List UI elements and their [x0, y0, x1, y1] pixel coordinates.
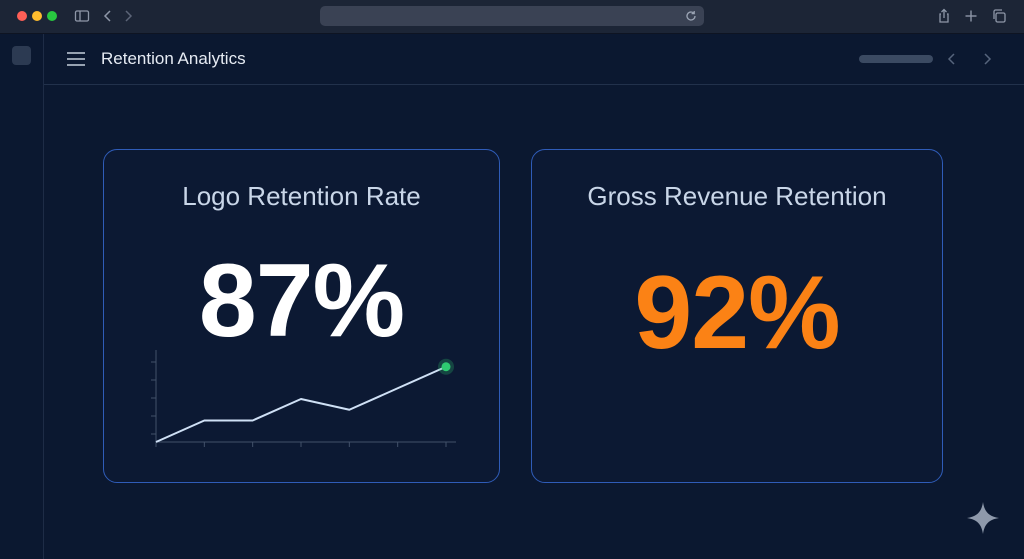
page-title: Retention Analytics [101, 49, 246, 68]
chevron-right-icon[interactable] [119, 7, 137, 25]
chevron-left-icon[interactable] [99, 7, 117, 25]
latest-point [441, 362, 451, 372]
minimize-window-button[interactable] [32, 11, 42, 21]
plus-icon[interactable] [962, 7, 980, 25]
gross-revenue-retention-card: Gross Revenue Retention 92% [531, 149, 943, 483]
tabs-icon[interactable] [990, 7, 1008, 25]
sparkline-chart [151, 350, 456, 447]
address-bar[interactable] [320, 6, 704, 26]
chevron-left-icon[interactable] [943, 50, 961, 68]
app-header: Retention Analytics [44, 34, 1024, 85]
rail-app-icon[interactable] [12, 46, 31, 65]
browser-toolbar [0, 0, 1024, 34]
card-value: 92% [634, 255, 840, 371]
share-icon[interactable] [935, 7, 953, 25]
close-window-button[interactable] [17, 11, 27, 21]
sidebar-icon[interactable] [73, 7, 91, 25]
pagination-pill [859, 55, 933, 63]
sparkle-icon[interactable] [965, 500, 1001, 536]
chevron-right-icon[interactable] [978, 50, 996, 68]
maximize-window-button[interactable] [47, 11, 57, 21]
card-label: Logo Retention Rate [182, 181, 421, 211]
card-value: 87% [198, 243, 405, 359]
logo-retention-card: Logo Retention Rate 87% [103, 149, 500, 483]
reload-icon[interactable] [684, 9, 698, 23]
left-rail [0, 34, 44, 559]
series-line [155, 365, 447, 443]
hamburger-icon[interactable] [66, 50, 86, 68]
card-label: Gross Revenue Retention [587, 181, 887, 211]
